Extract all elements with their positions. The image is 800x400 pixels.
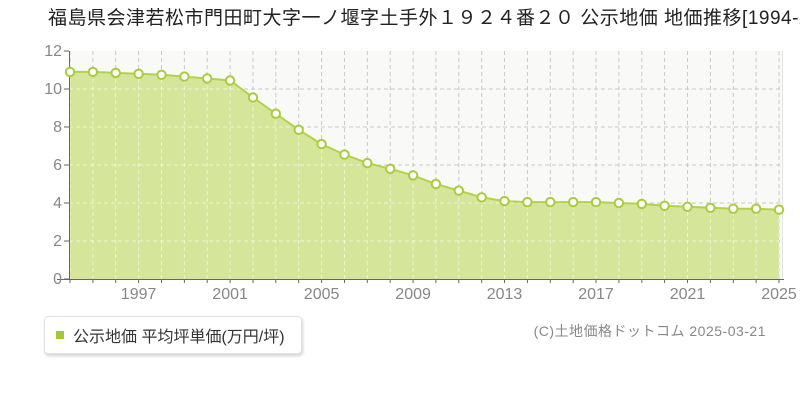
copyright-text: (C)土地価格ドットコム 2025-03-21 [533, 323, 766, 339]
series-markers [64, 66, 785, 215]
svg-text:2017: 2017 [578, 286, 614, 303]
svg-text:2025: 2025 [761, 286, 797, 303]
svg-text:12: 12 [44, 43, 62, 60]
svg-text:0: 0 [53, 271, 62, 288]
legend-label: 公示地価 平均坪単価(万円/坪) [73, 329, 285, 346]
legend-marker-icon [56, 331, 64, 339]
series-area [70, 71, 779, 280]
svg-text:2: 2 [53, 233, 62, 250]
svg-text:2005: 2005 [304, 286, 340, 303]
x-axis-labels: 1997 2001 2005 2009 2013 2017 2021 2025 [121, 286, 797, 303]
svg-text:10: 10 [44, 81, 62, 98]
svg-text:2001: 2001 [212, 286, 248, 303]
svg-text:2009: 2009 [395, 286, 431, 303]
svg-text:6: 6 [53, 157, 62, 174]
svg-text:8: 8 [53, 119, 62, 136]
svg-text:4: 4 [53, 195, 62, 212]
svg-text:2021: 2021 [670, 286, 706, 303]
legend: 公示地価 平均坪単価(万円/坪) [44, 316, 302, 354]
axes: 0 2 4 6 8 10 12 [44, 43, 784, 288]
svg-text:1997: 1997 [121, 286, 157, 303]
page-title: 福島県会津若松市門田町大字一ノ堰字土手外１９２４番２０ 公示地価 地価推移[19… [48, 8, 800, 29]
svg-text:2013: 2013 [487, 286, 523, 303]
